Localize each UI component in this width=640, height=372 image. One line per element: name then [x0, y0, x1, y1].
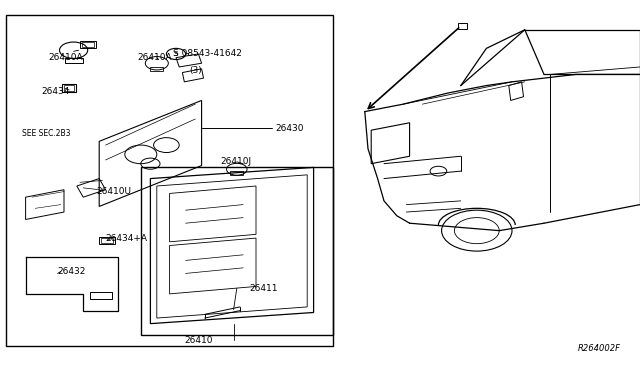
Bar [6, 15, 333, 346]
Text: S: S [174, 51, 178, 57]
Bar [62, 84, 76, 92]
Text: R264002F: R264002F [578, 344, 621, 353]
Text: 26434+A: 26434+A [106, 234, 148, 243]
Bar [101, 238, 113, 243]
Text: 26432: 26432 [58, 267, 86, 276]
Text: (3): (3) [189, 66, 202, 75]
Text: SEE SEC.2B3: SEE SEC.2B3 [22, 129, 71, 138]
Bar [90, 292, 112, 299]
Bar [230, 171, 243, 175]
Text: 26410A: 26410A [48, 53, 83, 62]
Bar [64, 85, 74, 91]
Bar [65, 58, 83, 63]
Bar [82, 42, 94, 47]
Bar [80, 41, 96, 48]
Bar [141, 167, 333, 335]
Bar [99, 237, 115, 244]
Text: 26411: 26411 [250, 284, 278, 293]
Bar [150, 67, 163, 71]
Text: 26410: 26410 [184, 336, 212, 345]
Text: 26410A: 26410A [138, 53, 172, 62]
Bar [458, 23, 467, 29]
Text: 26430: 26430 [275, 124, 304, 133]
Text: 26410U: 26410U [96, 187, 131, 196]
Text: 26410J: 26410J [221, 157, 252, 166]
Text: 26434: 26434 [42, 87, 70, 96]
Text: S 08543-41642: S 08543-41642 [173, 49, 242, 58]
